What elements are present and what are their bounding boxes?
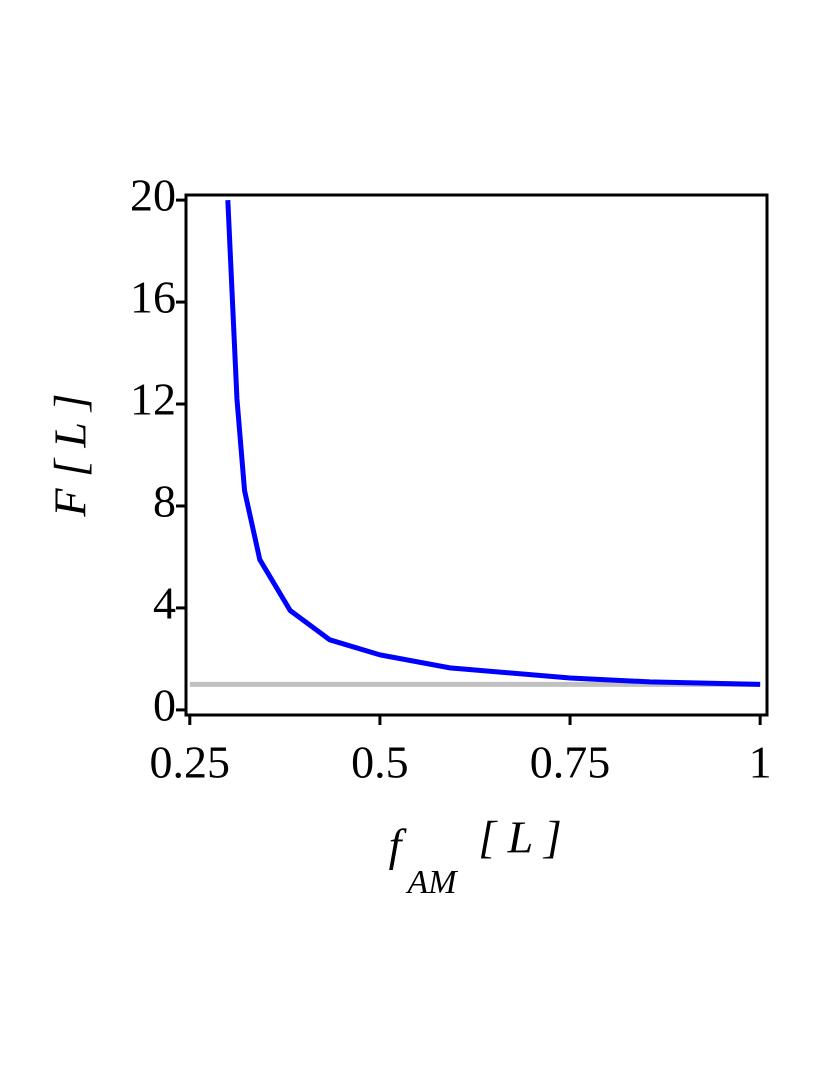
- y-tick-label: 0: [153, 679, 176, 730]
- y-axis-label: F [ L ]: [45, 393, 96, 517]
- x-axis-label: f: [389, 820, 408, 871]
- data-line: [225, 199, 761, 687]
- x-tick-label: 1: [749, 737, 772, 788]
- plot-frame: [184, 193, 769, 717]
- x-tick-label: 0.25: [150, 737, 231, 788]
- y-tick-label: 4: [153, 578, 176, 629]
- x-axis-label-unit: [ L ]: [478, 812, 562, 863]
- x-tick-label: 0.5: [351, 737, 409, 788]
- y-tick-label: 8: [153, 476, 176, 527]
- y-tick-label: 16: [130, 272, 176, 323]
- y-tick-label: 12: [130, 374, 176, 425]
- x-tick-label: 0.75: [530, 737, 611, 788]
- y-tick-label: 20: [130, 170, 176, 221]
- x-axis-label-sub: AM: [405, 864, 458, 901]
